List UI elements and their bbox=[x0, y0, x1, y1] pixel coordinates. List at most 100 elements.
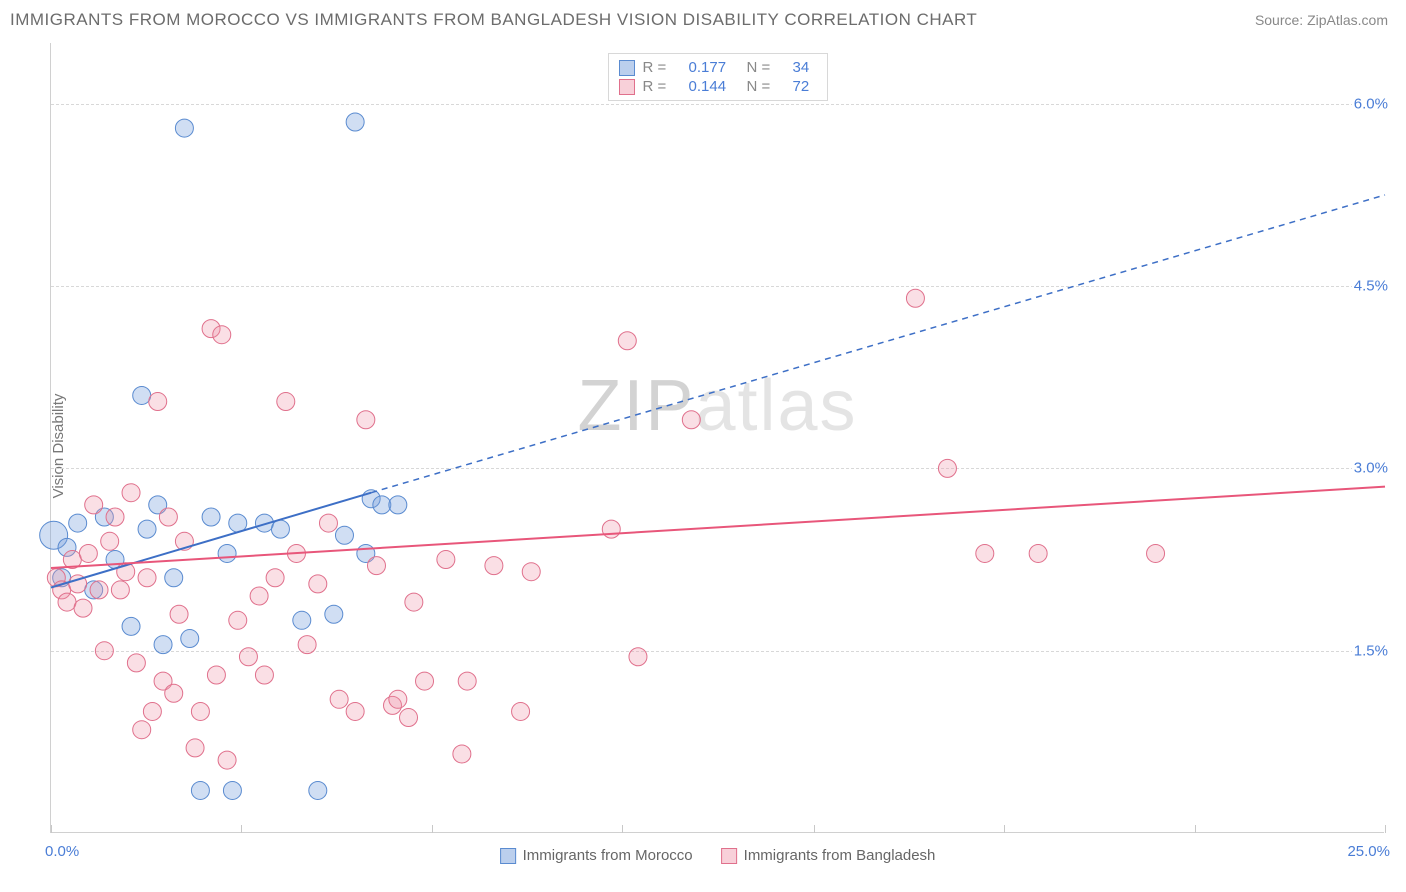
scatter-point bbox=[346, 702, 364, 720]
scatter-point bbox=[218, 751, 236, 769]
scatter-point bbox=[149, 393, 167, 411]
swatch-bangladesh bbox=[721, 848, 737, 864]
scatter-point bbox=[309, 575, 327, 593]
scatter-point bbox=[138, 569, 156, 587]
scatter-point bbox=[133, 386, 151, 404]
scatter-point bbox=[186, 739, 204, 757]
scatter-point bbox=[101, 532, 119, 550]
scatter-point bbox=[191, 702, 209, 720]
scatter-point bbox=[133, 721, 151, 739]
r-value-bangladesh: 0.144 bbox=[689, 78, 739, 95]
legend-item-morocco: Immigrants from Morocco bbox=[500, 847, 693, 864]
scatter-point bbox=[90, 581, 108, 599]
scatter-point bbox=[218, 544, 236, 562]
scatter-point bbox=[389, 496, 407, 514]
scatter-point bbox=[416, 672, 434, 690]
scatter-point bbox=[191, 781, 209, 799]
scatter-point bbox=[1147, 544, 1165, 562]
chart-title: IMMIGRANTS FROM MOROCCO VS IMMIGRANTS FR… bbox=[10, 10, 977, 30]
scatter-point bbox=[293, 611, 311, 629]
scatter-point bbox=[335, 526, 353, 544]
n-label: N = bbox=[747, 78, 785, 95]
scatter-point bbox=[143, 702, 161, 720]
scatter-point bbox=[266, 569, 284, 587]
swatch-morocco bbox=[500, 848, 516, 864]
scatter-point bbox=[165, 684, 183, 702]
scatter-point bbox=[682, 411, 700, 429]
scatter-point bbox=[207, 666, 225, 684]
scatter-point bbox=[938, 459, 956, 477]
scatter-point bbox=[602, 520, 620, 538]
scatter-point bbox=[165, 569, 183, 587]
r-label: R = bbox=[643, 59, 681, 76]
scatter-point bbox=[154, 636, 172, 654]
swatch-morocco bbox=[619, 60, 635, 76]
scatter-point bbox=[309, 781, 327, 799]
scatter-point bbox=[85, 496, 103, 514]
scatter-point bbox=[250, 587, 268, 605]
scatter-point bbox=[629, 648, 647, 666]
legend-label-bangladesh: Immigrants from Bangladesh bbox=[744, 847, 936, 864]
scatter-point bbox=[202, 508, 220, 526]
scatter-point bbox=[111, 581, 129, 599]
scatter-point bbox=[95, 642, 113, 660]
r-value-morocco: 0.177 bbox=[689, 59, 739, 76]
scatter-point bbox=[906, 289, 924, 307]
scatter-point bbox=[175, 119, 193, 137]
scatter-point bbox=[405, 593, 423, 611]
source-attribution: Source: ZipAtlas.com bbox=[1255, 12, 1388, 28]
scatter-point bbox=[373, 496, 391, 514]
scatter-point bbox=[400, 709, 418, 727]
scatter-point bbox=[223, 781, 241, 799]
scatter-point bbox=[255, 666, 273, 684]
x-axis-max-label: 25.0% bbox=[1347, 843, 1390, 860]
scatter-point bbox=[58, 593, 76, 611]
scatter-point bbox=[79, 544, 97, 562]
scatter-point bbox=[346, 113, 364, 131]
scatter-point bbox=[277, 393, 295, 411]
scatter-point bbox=[298, 636, 316, 654]
series-legend: Immigrants from Morocco Immigrants from … bbox=[500, 847, 936, 864]
scatter-point bbox=[618, 332, 636, 350]
stats-row-morocco: R = 0.177 N = 34 bbox=[619, 58, 817, 77]
scatter-point bbox=[976, 544, 994, 562]
scatter-point bbox=[239, 648, 257, 666]
r-label: R = bbox=[643, 78, 681, 95]
scatter-point bbox=[325, 605, 343, 623]
n-value-morocco: 34 bbox=[793, 59, 817, 76]
scatter-point bbox=[437, 551, 455, 569]
stats-legend: R = 0.177 N = 34 R = 0.144 N = 72 bbox=[608, 53, 828, 101]
scatter-point bbox=[106, 508, 124, 526]
scatter-point bbox=[389, 690, 407, 708]
x-axis-min-label: 0.0% bbox=[45, 843, 79, 860]
source-prefix: Source: bbox=[1255, 12, 1307, 28]
scatter-point bbox=[170, 605, 188, 623]
chart-plot-area: ZIPatlas 1.5%3.0%4.5%6.0% 0.0% 25.0% R =… bbox=[50, 43, 1384, 833]
scatter-point bbox=[367, 557, 385, 575]
x-tick bbox=[1385, 825, 1386, 833]
scatter-point bbox=[271, 520, 289, 538]
scatter-point bbox=[159, 508, 177, 526]
scatter-point bbox=[512, 702, 530, 720]
scatter-point bbox=[357, 411, 375, 429]
scatter-point bbox=[74, 599, 92, 617]
scatter-point bbox=[330, 690, 348, 708]
scatter-plot-svg bbox=[51, 43, 1384, 832]
scatter-point bbox=[1029, 544, 1047, 562]
scatter-point bbox=[453, 745, 471, 763]
legend-label-morocco: Immigrants from Morocco bbox=[523, 847, 693, 864]
n-value-bangladesh: 72 bbox=[793, 78, 817, 95]
scatter-point bbox=[319, 514, 337, 532]
scatter-point bbox=[213, 326, 231, 344]
scatter-point bbox=[181, 630, 199, 648]
scatter-point bbox=[122, 617, 140, 635]
scatter-point bbox=[127, 654, 145, 672]
trend-line-dashed bbox=[371, 195, 1385, 493]
scatter-point bbox=[458, 672, 476, 690]
n-label: N = bbox=[747, 59, 785, 76]
source-name: ZipAtlas.com bbox=[1307, 12, 1388, 28]
scatter-point bbox=[69, 514, 87, 532]
scatter-point bbox=[485, 557, 503, 575]
swatch-bangladesh bbox=[619, 79, 635, 95]
legend-item-bangladesh: Immigrants from Bangladesh bbox=[721, 847, 936, 864]
